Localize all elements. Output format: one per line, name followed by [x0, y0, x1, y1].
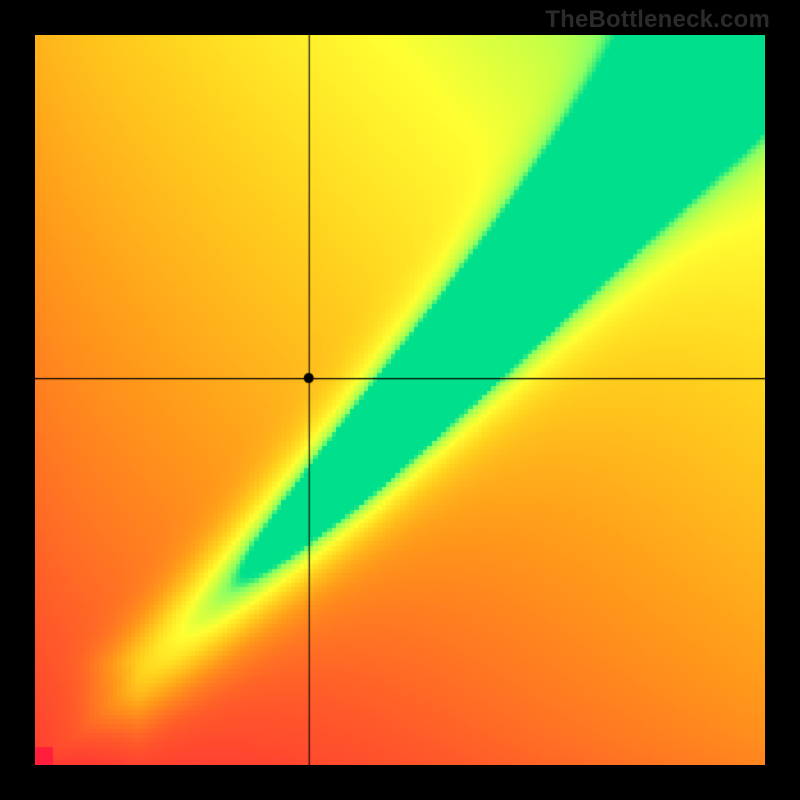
watermark-text: TheBottleneck.com	[545, 6, 770, 34]
figure-container: TheBottleneck.com	[0, 0, 800, 800]
plot-area	[35, 35, 765, 765]
heatmap-canvas	[35, 35, 765, 765]
